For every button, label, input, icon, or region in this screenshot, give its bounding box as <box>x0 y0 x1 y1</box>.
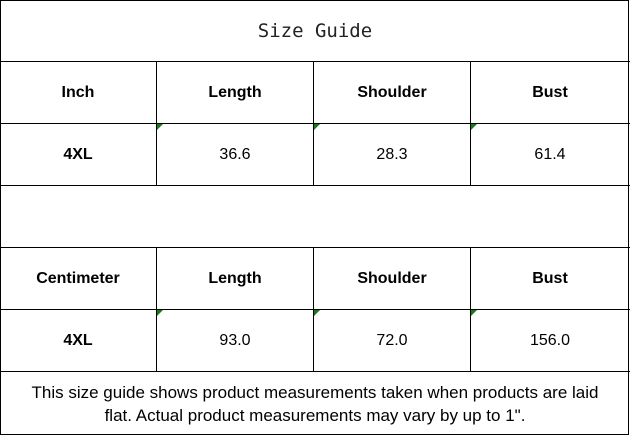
comment-marker-icon <box>471 310 477 316</box>
header-cell: Length <box>157 248 314 309</box>
comment-marker-icon <box>471 124 477 130</box>
header-cell: Bust <box>532 269 568 287</box>
size-cell: 4XL <box>0 124 157 185</box>
inch-header-row: Inch Length Shoulder Bust <box>0 62 630 124</box>
data-cell: 36.6 <box>157 124 314 185</box>
spacer-row <box>0 186 630 248</box>
table-title: Size Guide <box>0 0 630 62</box>
header-cell: Bust <box>532 83 568 101</box>
size-cell: 4XL <box>0 310 157 371</box>
data-cell: 72.0 <box>314 310 471 371</box>
header-cell: Shoulder <box>314 248 471 309</box>
header-cell: Length <box>157 62 314 123</box>
header-cell: Inch <box>0 62 157 123</box>
data-cell: 93.0 <box>157 310 314 371</box>
comment-marker-icon <box>314 124 320 130</box>
cm-header-row: Centimeter Length Shoulder Bust <box>0 248 630 310</box>
data-cell: 28.3 <box>314 124 471 185</box>
inch-data-row: 4XL 36.6 28.3 61.4 <box>0 124 630 186</box>
data-cell: 156.0 <box>471 310 629 371</box>
measurement-note: This size guide shows product measuremen… <box>31 382 599 425</box>
header-cell: Centimeter <box>0 248 157 309</box>
header-cell: Shoulder <box>314 62 471 123</box>
comment-marker-icon <box>157 124 163 130</box>
comment-marker-icon <box>157 310 163 316</box>
cm-data-row: 4XL 93.0 72.0 156.0 <box>0 310 630 372</box>
comment-marker-icon <box>314 310 320 316</box>
data-cell: 61.4 <box>471 124 629 185</box>
